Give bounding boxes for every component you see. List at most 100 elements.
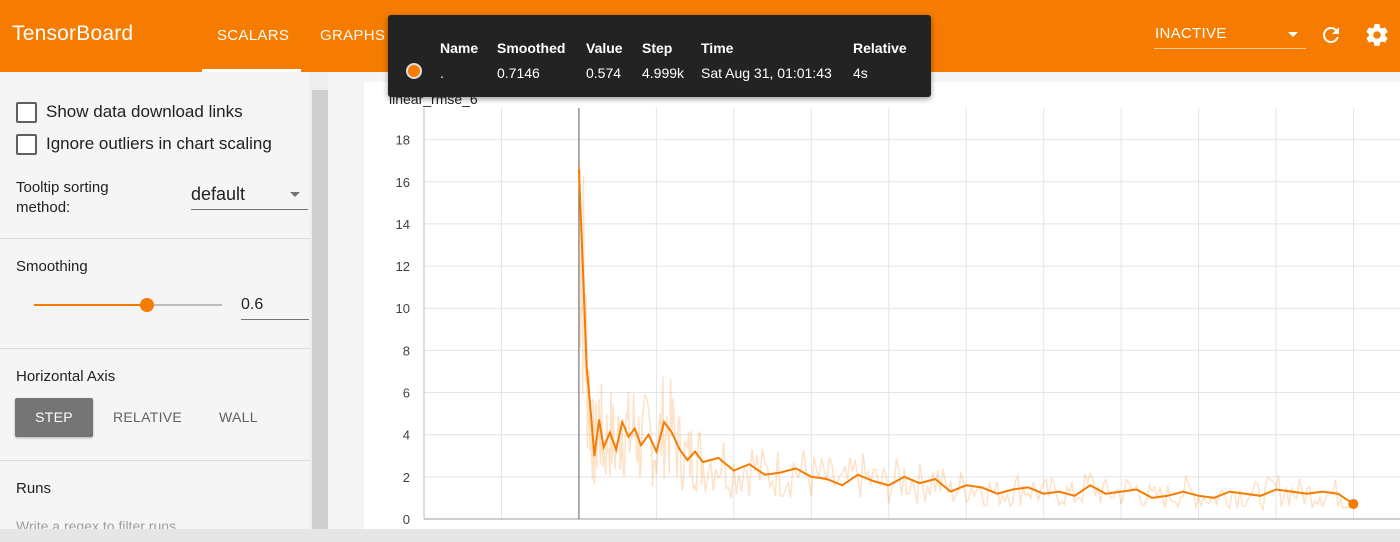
data-point: [918, 482, 921, 484]
sidebar: [0, 72, 328, 542]
data-point: [810, 476, 813, 478]
data-point: [887, 484, 890, 487]
horizontal-scrollbar[interactable]: [0, 529, 1400, 542]
reload-icon[interactable]: [1319, 23, 1343, 47]
data-point: [578, 168, 580, 170]
chart-tooltip: Name Smoothed Value Step Time Relative .…: [388, 15, 931, 97]
data-point: [733, 469, 735, 472]
data-point: [633, 427, 636, 430]
tooltip-sorting-label-line2: method:: [16, 199, 71, 216]
data-point: [602, 446, 605, 449]
y-tick-label: 16: [396, 175, 410, 190]
tooltip-sorting-value: default: [191, 184, 246, 204]
show-download-links-checkbox[interactable]: [16, 102, 37, 123]
axis-step-label: STEP: [35, 409, 73, 425]
divider: [0, 460, 310, 461]
data-point: [872, 480, 875, 482]
data-point: [748, 463, 751, 466]
tab-scalars[interactable]: SCALARS: [217, 27, 290, 44]
y-tick-label: 8: [403, 343, 410, 358]
tooltip-header-smoothed: Smoothed: [497, 40, 566, 56]
data-point: [663, 421, 665, 423]
tooltip-sorting-label: Tooltip sorting method:: [16, 178, 109, 218]
data-point: [779, 471, 782, 474]
data-point: [764, 473, 766, 476]
data-point: [589, 408, 592, 411]
data-point: [1290, 490, 1293, 493]
data-point: [1259, 495, 1262, 497]
inactive-dropdown-label: INACTIVE: [1155, 25, 1227, 42]
data-point: [1244, 492, 1246, 495]
data-point: [585, 366, 588, 369]
data-point: [1166, 495, 1169, 497]
data-point: [598, 419, 600, 421]
tooltip-step-value: 4.999k: [642, 65, 685, 81]
tooltip-header-value: Value: [586, 40, 623, 56]
gear-icon[interactable]: [1364, 22, 1390, 48]
data-point: [717, 457, 720, 459]
data-point: [647, 433, 650, 436]
data-point: [795, 467, 797, 470]
y-tick-label: 18: [396, 133, 410, 148]
data-point: [694, 450, 696, 453]
axis-relative-button[interactable]: RELATIVE: [113, 409, 183, 425]
divider: [0, 348, 310, 349]
smoothing-slider-track[interactable]: [147, 304, 222, 306]
smoothing-slider-handle[interactable]: [140, 298, 154, 312]
y-tick-label: 2: [403, 470, 410, 485]
data-point: [1228, 490, 1231, 493]
axis-step-button[interactable]: STEP: [15, 398, 93, 437]
last-point-marker: [1348, 498, 1359, 509]
run-color-swatch: [406, 63, 422, 79]
smoothing-title: Smoothing: [16, 258, 88, 275]
chart-card: [364, 82, 1400, 542]
data-point: [980, 486, 983, 489]
smoothing-slider-track-filled[interactable]: [34, 304, 147, 306]
tooltip-name-value: .: [440, 65, 444, 81]
data-point: [1058, 490, 1060, 493]
data-point: [1213, 497, 1215, 499]
tab-graphs[interactable]: GRAPHS: [320, 27, 386, 44]
data-point: [1321, 490, 1324, 493]
data-point: [1073, 495, 1076, 497]
data-point: [593, 454, 596, 457]
smoothing-input[interactable]: 0.6: [241, 295, 309, 320]
data-point: [671, 431, 673, 434]
y-tick-label: 6: [403, 386, 410, 401]
show-download-links-label[interactable]: Show data download links: [46, 102, 243, 121]
app-title: TensorBoard: [12, 22, 134, 45]
data-point: [621, 421, 624, 423]
data-point: [825, 478, 828, 480]
data-point: [949, 490, 952, 493]
data-point: [1337, 492, 1339, 495]
data-point: [686, 459, 689, 461]
data-point: [1089, 484, 1091, 487]
inactive-plugins-dropdown[interactable]: INACTIVE: [1154, 22, 1306, 49]
data-point: [1182, 490, 1184, 493]
tooltip-sorting-dropdown[interactable]: default: [191, 182, 308, 210]
data-point: [1275, 488, 1277, 491]
chevron-down-icon: [1288, 32, 1298, 37]
divider: [0, 238, 310, 239]
sidebar-scrollbar-thumb[interactable]: [312, 90, 328, 542]
tooltip-header-time: Time: [701, 40, 734, 56]
smoothing-value: 0.6: [241, 296, 264, 313]
data-point: [678, 448, 681, 451]
ignore-outliers-label[interactable]: Ignore outliers in chart scaling: [46, 134, 272, 153]
y-tick-label: 10: [396, 301, 410, 316]
y-tick-label: 12: [396, 259, 410, 274]
tooltip-header-name: Name: [440, 40, 479, 56]
tooltip-smoothed-value: 0.7146: [497, 65, 540, 81]
raw-series-line: [578, 160, 1352, 512]
data-point: [1151, 497, 1153, 499]
scalar-chart[interactable]: 0 2 4 6 8 10 12 14 16 18: [364, 108, 1400, 529]
axis-wall-button[interactable]: WALL: [219, 409, 258, 425]
data-point: [903, 476, 906, 478]
y-tick-label: 0: [403, 512, 410, 527]
data-point: [965, 484, 968, 487]
data-point: [615, 448, 617, 451]
ignore-outliers-checkbox[interactable]: [16, 134, 37, 155]
data-point: [996, 492, 999, 495]
data-point: [1197, 495, 1200, 497]
tooltip-relative-value: 4s: [853, 65, 868, 81]
